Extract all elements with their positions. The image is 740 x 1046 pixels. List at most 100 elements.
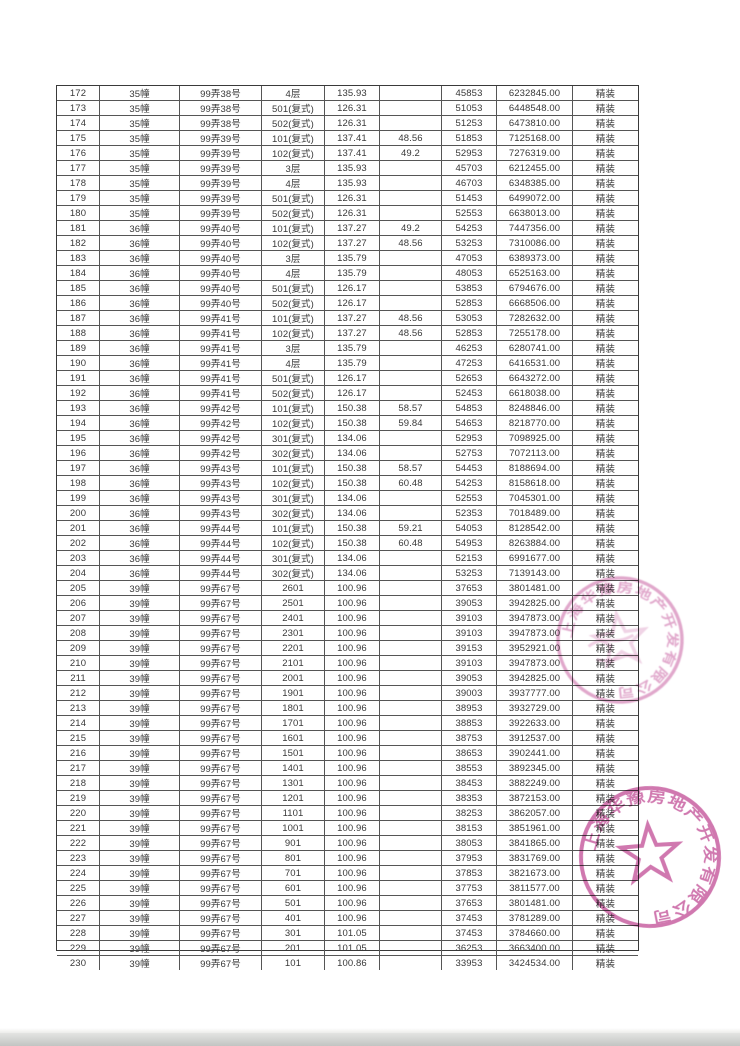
table-cell: 36幢 [100, 566, 180, 581]
table-row: 175 35幢 99弄39号 101(复式) 137.41 48.56 51853 71251… [57, 131, 638, 146]
table-cell: 3937777.00 [497, 686, 573, 701]
table-cell: 4层 [262, 176, 325, 191]
table-cell: 52953 [442, 146, 497, 161]
table-cell: 227 [57, 911, 100, 926]
table-cell [380, 881, 442, 896]
table-cell: 301(复式) [262, 491, 325, 506]
table-cell: 221 [57, 821, 100, 836]
table-cell: 100.96 [325, 701, 380, 716]
table-cell: 99弄38号 [180, 86, 262, 101]
table-cell: 52553 [442, 206, 497, 221]
table-cell [380, 686, 442, 701]
table-cell: 176 [57, 146, 100, 161]
table-cell: 精装 [573, 656, 638, 671]
table-cell: 212 [57, 686, 100, 701]
table-row: 192 36幢 99弄41号 502(复式) 126.17 52453 6618038.00… [57, 386, 638, 401]
table-cell: 3811577.00 [497, 881, 573, 896]
table-cell: 3947873.00 [497, 626, 573, 641]
table-cell [380, 86, 442, 101]
table-cell: 51053 [442, 101, 497, 116]
table-cell: 49.2 [380, 221, 442, 236]
table-cell: 226 [57, 896, 100, 911]
table-cell: 39幢 [100, 821, 180, 836]
table-cell: 1601 [262, 731, 325, 746]
table-cell: 222 [57, 836, 100, 851]
table-cell: 6794676.00 [497, 281, 573, 296]
table-cell: 99弄41号 [180, 326, 262, 341]
table-cell: 精装 [573, 116, 638, 131]
table-cell: 99弄39号 [180, 176, 262, 191]
table-cell: 精装 [573, 821, 638, 836]
table-cell: 101.05 [325, 941, 380, 956]
table-row: 203 36幢 99弄44号 301(复式) 134.06 52153 6991677.00… [57, 551, 638, 566]
table-row: 229 39幢 99弄67号 201 101.05 36253 3663400.00 精装 [57, 941, 638, 956]
table-cell [380, 386, 442, 401]
table-cell: 204 [57, 566, 100, 581]
table-cell: 137.27 [325, 221, 380, 236]
table-cell: 36幢 [100, 506, 180, 521]
table-cell: 126.31 [325, 206, 380, 221]
table-cell: 134.06 [325, 431, 380, 446]
table-row: 180 35幢 99弄39号 502(复式) 126.31 52553 6638013.00… [57, 206, 638, 221]
table-cell: 6499072.00 [497, 191, 573, 206]
table-cell: 精装 [595, 959, 616, 970]
table-cell: 100.96 [325, 581, 380, 596]
table-cell: 3801481.00 [497, 896, 573, 911]
table-cell: 1301 [262, 776, 325, 791]
table-cell: 38753 [442, 731, 497, 746]
table-cell: 39幢 [100, 611, 180, 626]
table-cell: 7447356.00 [497, 221, 573, 236]
table-cell: 37653 [442, 896, 497, 911]
table-row: 182 36幢 99弄40号 102(复式) 137.27 48.56 53253 73100… [57, 236, 638, 251]
table-cell: 精装 [573, 251, 638, 266]
table-cell: 99弄67号 [180, 641, 262, 656]
table-cell: 99弄41号 [180, 386, 262, 401]
table-cell: 99弄67号 [180, 626, 262, 641]
table-cell: 38853 [442, 716, 497, 731]
table-cell: 精装 [573, 386, 638, 401]
table-cell: 99弄67号 [180, 761, 262, 776]
table-cell: 193 [57, 401, 100, 416]
table-cell: 801 [262, 851, 325, 866]
table-cell: 228 [57, 926, 100, 941]
table-cell: 3912537.00 [497, 731, 573, 746]
table-cell: 6280741.00 [497, 341, 573, 356]
table-cell: 精装 [573, 161, 638, 176]
table-cell: 7072113.00 [497, 446, 573, 461]
table-cell [380, 851, 442, 866]
table-cell: 134.06 [325, 551, 380, 566]
table-cell: 224 [57, 866, 100, 881]
table-cell: 4层 [262, 356, 325, 371]
table-cell: 501(复式) [262, 371, 325, 386]
table-row: 205 39幢 99弄67号 2601 100.96 37653 3801481.00 精装 [57, 581, 638, 596]
table-cell: 精装 [573, 86, 638, 101]
table-cell [380, 431, 442, 446]
table-cell: 100.96 [325, 671, 380, 686]
table-cell: 精装 [573, 146, 638, 161]
table-cell: 54853 [442, 401, 497, 416]
table-cell: 100.96 [325, 746, 380, 761]
table-cell: 150.38 [325, 461, 380, 476]
table-cell: 58.57 [380, 461, 442, 476]
table-cell [380, 371, 442, 386]
table-cell: 189 [57, 341, 100, 356]
table-cell: 1001 [262, 821, 325, 836]
table-cell: 39幢 [100, 926, 180, 941]
table-row: 186 36幢 99弄40号 502(复式) 126.17 52853 6668506.00… [57, 296, 638, 311]
table-cell: 45703 [442, 161, 497, 176]
table-cell: 48.56 [380, 236, 442, 251]
table-cell: 198 [57, 476, 100, 491]
table-cell: 36幢 [100, 311, 180, 326]
table-cell: 99弄43号 [180, 506, 262, 521]
table-cell: 3947873.00 [497, 611, 573, 626]
table-cell: 精装 [573, 716, 638, 731]
table-cell: 35幢 [100, 116, 180, 131]
table-row: 212 39幢 99弄67号 1901 100.96 39003 3937777.00 精装 [57, 686, 638, 701]
table-cell: 8128542.00 [497, 521, 573, 536]
table-cell: 8263884.00 [497, 536, 573, 551]
table-cell: 99弄44号 [180, 566, 262, 581]
table-cell: 100.96 [325, 776, 380, 791]
table-cell: 175 [57, 131, 100, 146]
table-cell: 36253 [442, 941, 497, 956]
table-cell [380, 656, 442, 671]
